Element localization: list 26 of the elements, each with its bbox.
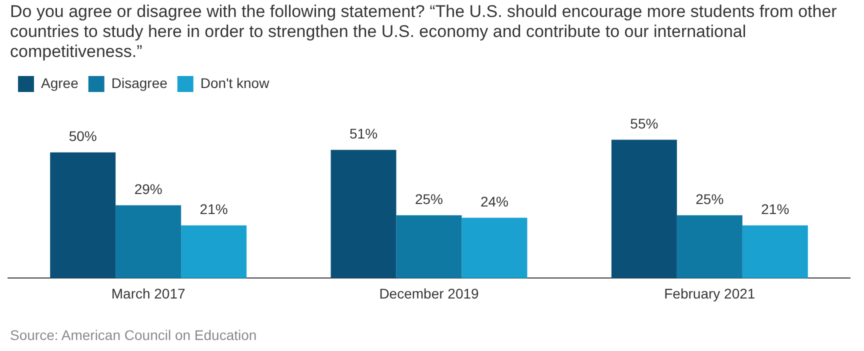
- data-label: 25%: [414, 191, 444, 208]
- data-label: 51%: [349, 126, 378, 142]
- data-label: 55%: [630, 116, 658, 132]
- bar: [181, 225, 247, 278]
- data-label: 21%: [200, 201, 228, 218]
- bar: [611, 140, 677, 278]
- x-tick-label: March 2017: [111, 285, 186, 302]
- data-label: 25%: [696, 191, 724, 208]
- bar: [676, 215, 742, 278]
- x-tick-label: December 2019: [379, 285, 480, 302]
- data-label: 29%: [134, 181, 162, 198]
- legend-label: Disagree: [111, 74, 168, 91]
- bar: [330, 150, 396, 278]
- legend-label: Agree: [41, 74, 79, 91]
- bar: [742, 225, 808, 278]
- x-tick-label: February 2021: [664, 285, 756, 302]
- chart-title: Do you agree or disagree with the following statement? “The U.S. should encourage more students from other countries to study here in order to strengthen the U.S. economy and contribute to our international competitiveness.”: [10, 2, 838, 62]
- data-label: 21%: [761, 201, 790, 218]
- data-label: 24%: [480, 194, 509, 210]
- bar: [462, 218, 528, 278]
- source-note: Source: American Council on Education: [10, 327, 258, 343]
- data-label: 50%: [68, 128, 97, 144]
- bar: [50, 152, 116, 278]
- bar: [116, 205, 182, 278]
- legend-label: Don't know: [200, 74, 270, 91]
- bar: [396, 215, 462, 278]
